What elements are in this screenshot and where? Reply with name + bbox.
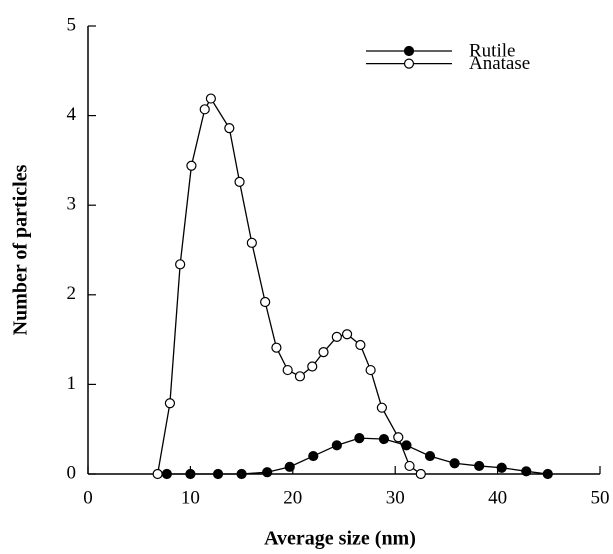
data-point <box>185 468 196 480</box>
x-tick-label: 30 <box>386 487 405 508</box>
data-point <box>404 460 415 472</box>
data-point <box>186 160 197 171</box>
data-point <box>260 296 271 308</box>
data-point <box>307 361 318 372</box>
legend-label: Rutile <box>469 40 515 61</box>
series-line <box>156 97 422 475</box>
x-tick-label: 10 <box>181 487 200 508</box>
x-axis-title: Average size (nm) <box>264 528 416 550</box>
data-point <box>205 93 216 104</box>
data-point <box>474 460 485 472</box>
data-point <box>521 466 532 477</box>
data-point <box>331 331 342 343</box>
series-line <box>166 437 548 475</box>
x-tick-label: 0 <box>83 487 93 508</box>
data-point <box>542 468 553 480</box>
data-point <box>212 468 224 480</box>
data-point <box>354 433 365 444</box>
legend-marker <box>403 58 415 69</box>
y-tick-label: 0 <box>67 462 77 483</box>
data-point <box>246 237 257 248</box>
data-point <box>355 339 366 351</box>
x-tick-label: 20 <box>283 487 302 508</box>
x-tick-label: 40 <box>488 487 507 508</box>
data-point <box>496 462 507 473</box>
legend-marker <box>403 45 415 57</box>
y-axis-title: Number of particles <box>10 164 32 335</box>
y-tick-label: 3 <box>67 194 77 215</box>
data-point <box>284 461 295 472</box>
data-point <box>224 123 235 134</box>
data-point <box>164 398 176 409</box>
data-point <box>282 364 293 376</box>
y-tick-label: 4 <box>67 104 77 125</box>
data-point <box>234 176 245 188</box>
data-point <box>331 440 342 451</box>
y-tick-label: 1 <box>67 373 77 394</box>
data-point <box>393 432 404 443</box>
data-point <box>424 450 436 462</box>
data-point <box>376 402 387 413</box>
data-point <box>308 450 319 462</box>
data-point <box>294 371 306 382</box>
legend-label: Anatase <box>469 53 530 74</box>
data-point <box>415 468 426 480</box>
y-tick-label: 2 <box>67 283 77 304</box>
data-point <box>449 458 460 469</box>
data-point <box>318 347 329 358</box>
y-tick-label: 5 <box>67 14 77 35</box>
data-point <box>199 104 210 115</box>
data-point <box>378 433 390 445</box>
data-point <box>152 468 163 480</box>
data-point <box>365 364 376 376</box>
x-tick-label: 50 <box>591 487 610 508</box>
data-point <box>161 468 172 480</box>
data-point <box>271 342 282 353</box>
data-point <box>262 467 273 478</box>
data-point <box>175 259 186 270</box>
data-point <box>236 468 247 480</box>
data-point <box>341 329 353 340</box>
